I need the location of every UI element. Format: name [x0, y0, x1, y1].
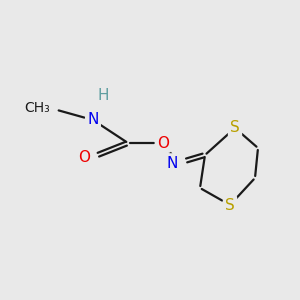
Text: CH₃: CH₃: [24, 101, 50, 115]
Text: S: S: [230, 121, 240, 136]
Text: H: H: [97, 88, 109, 104]
Text: O: O: [157, 136, 169, 151]
Text: O: O: [78, 151, 90, 166]
Text: S: S: [225, 197, 235, 212]
Text: N: N: [87, 112, 99, 128]
Text: N: N: [167, 155, 178, 170]
